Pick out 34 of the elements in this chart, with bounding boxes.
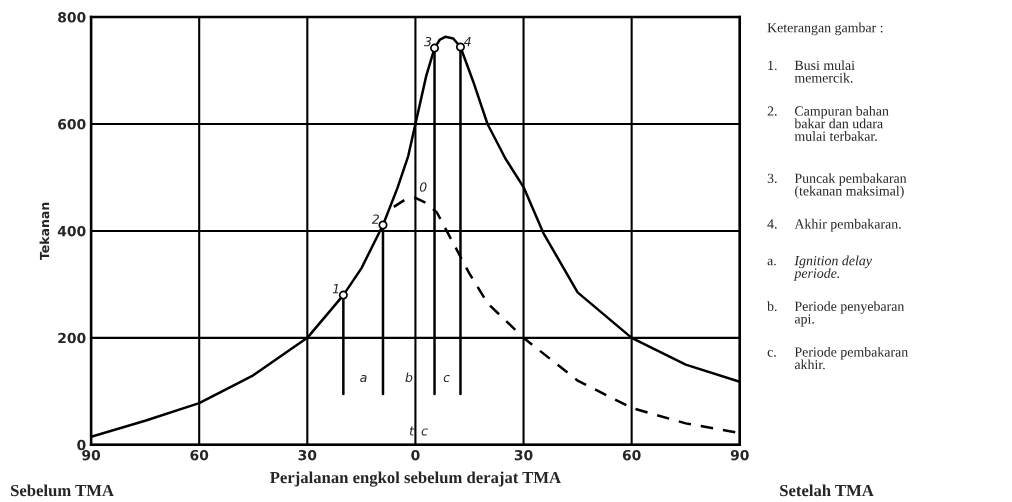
annotation: 2 bbox=[371, 214, 379, 224]
annotation: a bbox=[360, 374, 367, 383]
y-tick-label: 200 bbox=[58, 332, 86, 344]
annotation: b bbox=[405, 372, 413, 383]
y-axis-title: Tekanan bbox=[39, 202, 50, 261]
text: 2. Campuran bahan bakar dan udara mulai terbakar. bbox=[767, 105, 889, 141]
annotation: 3 bbox=[424, 36, 432, 47]
annotation: 1 bbox=[332, 284, 339, 294]
x-tick-label: 90 bbox=[82, 449, 101, 461]
annotation: 4 bbox=[463, 37, 471, 47]
text: 1. Busi mulai memercik. bbox=[768, 60, 855, 83]
x-axis-title: Perjalanan engkol sebelum derajat TMA bbox=[270, 471, 561, 487]
text: a. Ignition delay periode. bbox=[767, 255, 872, 281]
x-tick-label: 0 bbox=[411, 449, 420, 461]
text: Keterangan gambar : bbox=[767, 22, 883, 36]
annotation: 0 bbox=[419, 182, 427, 192]
text: 3. Puncak pembakaran (tekanan maksimal) bbox=[767, 173, 907, 199]
x-tick-label: 60 bbox=[622, 449, 641, 461]
annotation: c bbox=[421, 428, 428, 436]
y-tick-label: 0 bbox=[77, 439, 86, 451]
x-tick-label: 30 bbox=[298, 449, 317, 461]
x-tick-label: 30 bbox=[514, 449, 533, 461]
y-tick-label: 800 bbox=[58, 12, 86, 23]
text: c. Periode pembakaran akhir. bbox=[767, 346, 908, 370]
x-tick-label: 90 bbox=[730, 449, 749, 461]
text: 4. Akhir pembakaran. bbox=[767, 218, 901, 232]
text: b. Periode penyebaran api. bbox=[767, 301, 905, 327]
x-tick-label: 60 bbox=[190, 449, 209, 461]
text: Sebelum TMA bbox=[11, 484, 114, 497]
y-tick-label: 600 bbox=[58, 118, 86, 130]
annotation: c bbox=[443, 374, 450, 383]
annotation: t bbox=[409, 426, 415, 436]
text: Setelah TMA bbox=[780, 484, 874, 497]
y-tick-label: 400 bbox=[57, 225, 86, 237]
